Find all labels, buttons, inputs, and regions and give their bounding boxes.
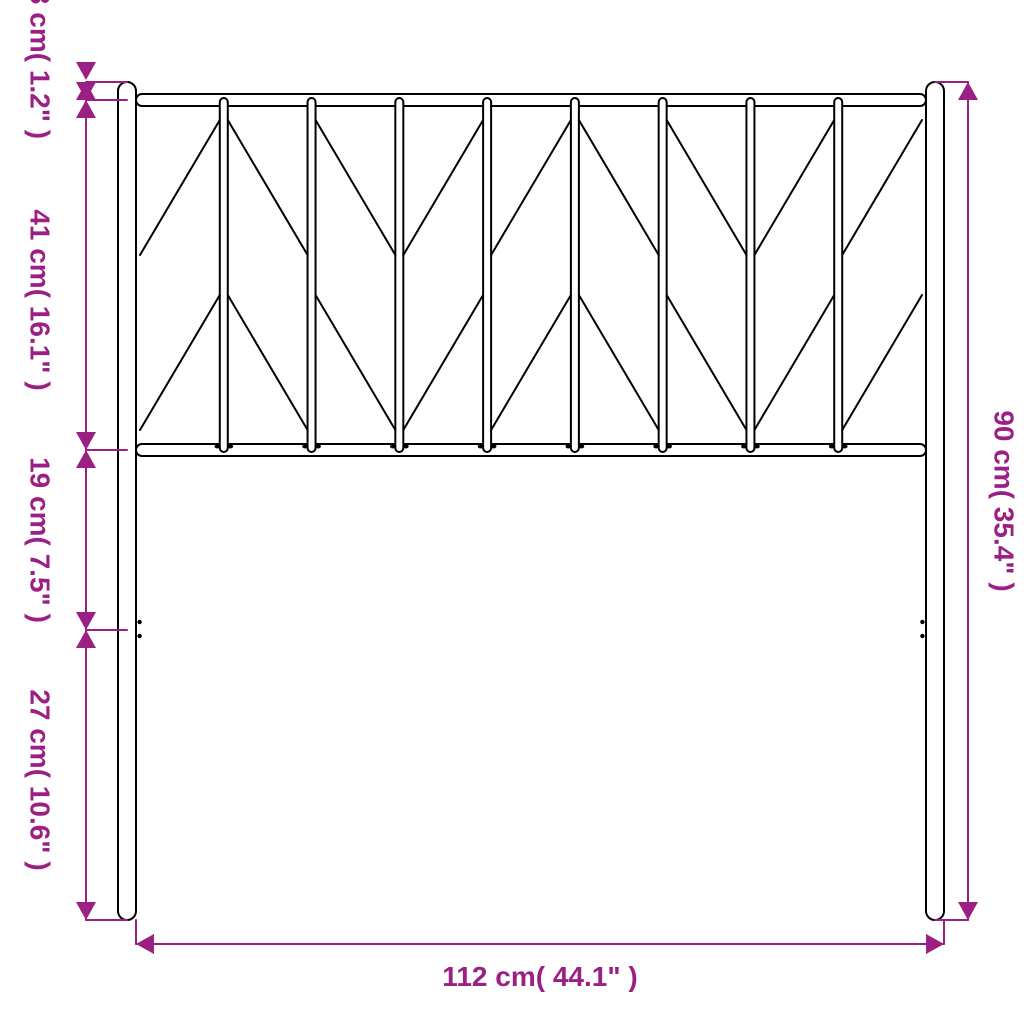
chevron-bar <box>667 295 747 430</box>
dim-left-3: 27 cm( 10.6" ) <box>25 689 56 870</box>
inner-bar <box>746 98 754 452</box>
chevron-bar <box>403 295 483 430</box>
inner-bar <box>220 98 228 452</box>
inner-bar <box>571 98 579 452</box>
inner-bar <box>395 98 403 452</box>
left-post <box>118 82 136 920</box>
chevron-bar <box>667 120 747 255</box>
inner-bar <box>659 98 667 452</box>
chevron-bar <box>842 295 922 430</box>
chevron-bar <box>316 120 396 255</box>
rail-top <box>136 94 926 106</box>
chevron-bar <box>579 295 659 430</box>
chevron-bar <box>403 120 483 255</box>
right-post <box>926 82 944 920</box>
chevron-bar <box>579 120 659 255</box>
dim-left-1: 41 cm( 16.1" ) <box>25 209 56 390</box>
headboard-drawing <box>118 82 944 920</box>
chevron-bar <box>140 295 220 430</box>
rail-bottom <box>136 444 926 456</box>
dim-width: 112 cm( 44.1" ) <box>442 961 637 992</box>
chevron-bar <box>228 295 308 430</box>
inner-bar <box>483 98 491 452</box>
chevron-bar <box>228 120 308 255</box>
dim-height: 90 cm( 35.4" ) <box>989 410 1020 591</box>
dim-left-2: 19 cm( 7.5" ) <box>25 457 56 623</box>
chevron-bar <box>316 295 396 430</box>
chevron-bar <box>491 295 571 430</box>
chevron-bar <box>754 120 834 255</box>
inner-bar <box>308 98 316 452</box>
chevron-bar <box>140 120 220 255</box>
chevron-bar <box>491 120 571 255</box>
chevron-bar <box>754 295 834 430</box>
chevron-bar <box>842 120 922 255</box>
dimensions: 112 cm( 44.1" ) 90 cm( 35.4" ) 3 cm( 1.2" … <box>25 0 1020 992</box>
dim-left-0: 3 cm( 1.2" ) <box>25 0 56 139</box>
inner-bar <box>834 98 842 452</box>
